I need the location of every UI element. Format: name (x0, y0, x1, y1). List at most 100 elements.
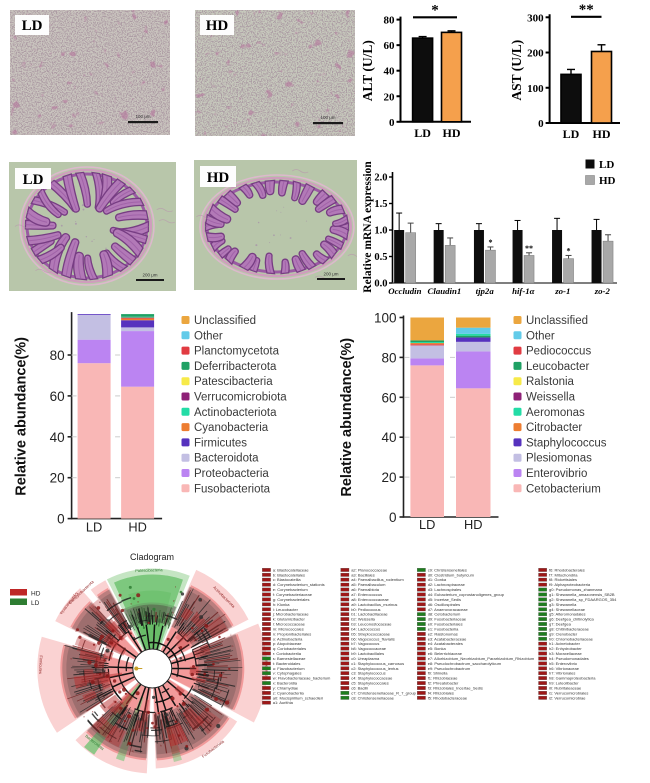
svg-text:b: b (101, 725, 103, 729)
svg-text:b3: Leuconostocaceae: b3: Leuconostocaceae (351, 622, 392, 627)
svg-text:b2: Weissella: b2: Weissella (351, 617, 375, 622)
svg-text:100 μm: 100 μm (320, 115, 335, 120)
svg-text:g6: Deefgea_chitinolytica: g6: Deefgea_chitinolytica (549, 617, 594, 622)
svg-text:f8: Rickettsiales: f8: Rickettsiales (549, 577, 577, 582)
svg-text:*: * (488, 238, 492, 247)
svg-text:Ralstonia: Ralstonia (526, 376, 575, 388)
svg-text:c: c (210, 704, 212, 708)
svg-text:e1: Fusobacteriia: e1: Fusobacteriia (428, 626, 459, 631)
svg-text:n: n (232, 644, 234, 648)
svg-text:LD: LD (31, 600, 40, 607)
svg-text:f5: Rhodobacteraceae: f5: Rhodobacteraceae (428, 695, 468, 700)
svg-text:AST (U/L): AST (U/L) (509, 40, 524, 101)
svg-text:*: * (567, 246, 571, 255)
svg-text:d: d (92, 634, 94, 638)
svg-text:**: ** (525, 244, 533, 253)
svg-text:d9: Fusobacteriaceae: d9: Fusobacteriaceae (428, 617, 467, 622)
svg-text:a: a (93, 695, 95, 699)
svg-text:h8: Gammaproteobacteria: h8: Gammaproteobacteria (549, 676, 596, 681)
svg-text:a1: Aurithia: a1: Aurithia (273, 700, 294, 705)
svg-text:e: Corynebacterium: e: Corynebacterium (273, 587, 309, 592)
svg-text:0: 0 (57, 512, 65, 527)
svg-text:HD: HD (443, 126, 461, 140)
svg-text:c3: Staphylococcus: c3: Staphylococcus (351, 671, 385, 676)
svg-text:c8: Christensenellaceae: c8: Christensenellaceae (351, 695, 394, 700)
svg-text:p: p (103, 694, 105, 698)
svg-text:c4: Staphylococcaceae: c4: Staphylococcaceae (351, 676, 393, 681)
svg-text:g0: Pseudomonas_zhanmana: g0: Pseudomonas_zhanmana (549, 587, 603, 592)
svg-text:k: k (191, 716, 193, 720)
svg-text:m: m (139, 728, 142, 732)
svg-text:a4: Paenalbacillus_rodentium: a4: Paenalbacillus_rodentium (351, 577, 404, 582)
svg-text:c7: Christensenellaceae_R_7_gr: c7: Christensenellaceae_R_7_group (351, 690, 416, 695)
svg-text:Leucobacter: Leucobacter (526, 361, 589, 373)
svg-text:LD: LD (414, 126, 431, 140)
svg-text:HD: HD (599, 175, 616, 187)
svg-text:HD: HD (593, 127, 611, 141)
svg-text:20: 20 (50, 471, 65, 486)
svg-text:a8: Enterococcaceae: a8: Enterococcaceae (351, 597, 389, 602)
svg-text:h4: Pseudomonadales: h4: Pseudomonadales (549, 656, 589, 661)
svg-text:g8: Chitinibacteraceae: g8: Chitinibacteraceae (549, 626, 590, 631)
svg-text:g: Corynebacteriales: g: Corynebacteriales (273, 597, 310, 602)
svg-text:g7: Deefgea: g7: Deefgea (549, 622, 572, 627)
svg-text:d7: Anaerovoracaceae: d7: Anaerovoracaceae (428, 607, 469, 612)
svg-text:a0: Mucispirillum_schaedleri: a0: Mucispirillum_schaedleri (273, 695, 323, 700)
svg-text:o: o (131, 601, 133, 605)
svg-text:Firmicutes: Firmicutes (194, 437, 247, 449)
svg-text:d6: Oscillospirales: d6: Oscillospirales (428, 602, 460, 607)
svg-text:200 μm: 200 μm (142, 273, 157, 278)
svg-text:a2: Planococcaceae: a2: Planococcaceae (351, 567, 388, 572)
svg-text:r: Coriobacteriia: r: Coriobacteriia (273, 651, 302, 656)
svg-text:Planctomycetota: Planctomycetota (194, 346, 280, 358)
svg-text:w: w (186, 721, 189, 725)
svg-text:e9: Pseudochrobactrum: e9: Pseudochrobactrum (428, 666, 471, 671)
svg-text:d3: Lachnospirales: d3: Lachnospirales (428, 587, 462, 592)
svg-text:n: n (113, 699, 115, 703)
svg-text:0.5: 0.5 (374, 252, 387, 263)
svg-text:d4: Eubacterium_coprostanolige: d4: Eubacterium_coprostanoligenes_group (428, 592, 505, 597)
svg-text:Bacteroidota: Bacteroidota (194, 453, 259, 465)
svg-text:Proteobacteria: Proteobacteria (194, 468, 269, 480)
svg-text:Claudin1: Claudin1 (428, 286, 462, 296)
svg-text:j: Microbacteriaceae: j: Microbacteriaceae (272, 612, 310, 617)
svg-text:f7: Mitochondria: f7: Mitochondria (549, 572, 578, 577)
svg-text:80: 80 (381, 350, 396, 365)
svg-text:60: 60 (381, 390, 396, 405)
svg-text:y: Chlamydiae: y: Chlamydiae (273, 686, 299, 691)
svg-text:100: 100 (374, 311, 397, 326)
svg-text:d2: Lachnospiraceae: d2: Lachnospiraceae (428, 582, 466, 587)
svg-text:u: Flavobacterium: u: Flavobacterium (273, 666, 305, 671)
svg-text:Cetobacterium: Cetobacterium (526, 483, 601, 495)
svg-text:0: 0 (389, 117, 395, 129)
svg-text:a7: Enterococcus: a7: Enterococcus (351, 592, 382, 597)
svg-text:80: 80 (50, 348, 65, 363)
svg-text:Staphylococcus: Staphylococcus (526, 437, 607, 449)
svg-text:e0: Fusobacteriales: e0: Fusobacteriales (428, 622, 463, 627)
svg-text:h2: Enhydrobacter: h2: Enhydrobacter (549, 646, 582, 651)
svg-text:0: 0 (389, 510, 397, 525)
svg-text:p: p (220, 689, 222, 693)
svg-text:a: a (99, 600, 101, 604)
svg-text:c1: Staphylococcus_carnosus: c1: Staphylococcus_carnosus (351, 661, 404, 666)
svg-text:a5: Paenalbaculum: a5: Paenalbaculum (351, 582, 386, 587)
svg-text:f6: Rhodobacterales: f6: Rhodobacterales (549, 567, 585, 572)
svg-text:d8: Cetobacterium: d8: Cetobacterium (428, 612, 461, 617)
svg-text:Unclassified: Unclassified (526, 315, 588, 327)
svg-text:j: j (105, 684, 107, 688)
svg-text:Fusobacteriota: Fusobacteriota (194, 483, 271, 495)
svg-text:Citrobacter: Citrobacter (526, 422, 582, 434)
svg-text:p: p (173, 598, 175, 602)
svg-text:e7: Allorhizobium_Neorhizobium: e7: Allorhizobium_Neorhizobium_Pararhizo… (428, 656, 535, 661)
svg-text:f: f (175, 585, 176, 589)
svg-text:o: o (110, 739, 112, 743)
svg-text:s: s (92, 709, 94, 713)
svg-text:LD: LD (563, 127, 580, 141)
svg-text:v: Cytophagales: v: Cytophagales (273, 671, 302, 676)
svg-text:t: Bacteroidales: t: Bacteroidales (273, 661, 301, 666)
svg-text:a6: Paenalbiota: a6: Paenalbiota (351, 587, 380, 592)
svg-text:i1: Verrucomicrobiales: i1: Verrucomicrobiales (549, 690, 588, 695)
svg-text:HD: HD (31, 591, 41, 598)
svg-text:s: Barnesiellaceae: s: Barnesiellaceae (273, 656, 306, 661)
svg-text:1.5: 1.5 (374, 199, 387, 210)
